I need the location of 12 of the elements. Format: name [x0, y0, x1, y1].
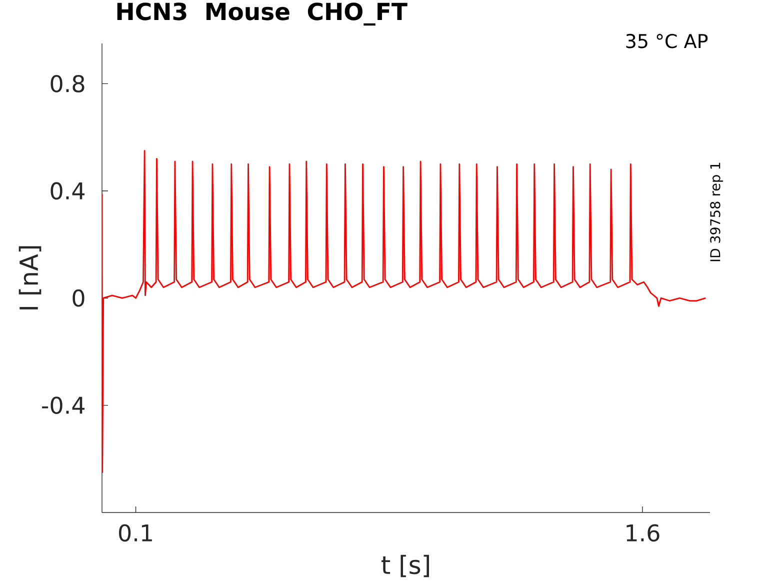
- y-tick-label: 0.4: [50, 182, 85, 200]
- x-axis-title: t [s]: [382, 554, 429, 578]
- chart-title: HCN3 Mouse CHO_FT: [117, 2, 408, 26]
- y-axis-title: I [nA]: [18, 246, 42, 310]
- y-tick-label: -0.4: [42, 396, 85, 414]
- text: ID 39758 rep 1: [710, 162, 723, 262]
- y-tick-label: 0.8: [50, 74, 84, 92]
- y-tick-label: 0: [72, 289, 84, 307]
- x-tick-label: 0.1: [119, 524, 152, 542]
- line-series: [102, 150, 706, 473]
- x-tick-label: 1.6: [626, 524, 660, 542]
- annotation: 35 °C AP: [626, 34, 708, 48]
